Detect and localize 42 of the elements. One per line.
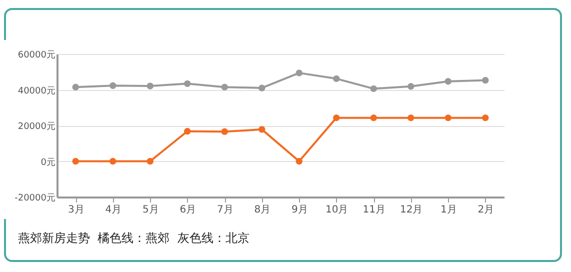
point xyxy=(296,70,302,76)
y-tick-label: 60000元 xyxy=(18,50,56,60)
point xyxy=(146,158,154,165)
point xyxy=(444,78,452,85)
point xyxy=(408,83,414,90)
point xyxy=(110,158,116,165)
point xyxy=(72,84,79,90)
x-tick-label: 8月 xyxy=(254,204,271,216)
point xyxy=(296,158,302,165)
point xyxy=(333,114,340,122)
y-tick-label: -20000元 xyxy=(14,192,56,204)
x-tick-label: 9月 xyxy=(291,204,308,216)
x-tick-label: 11月 xyxy=(362,204,386,216)
x-tick-label: 5月 xyxy=(142,204,159,216)
point xyxy=(444,114,452,122)
y-tick-label: 0元 xyxy=(40,156,56,168)
point xyxy=(184,128,191,135)
point xyxy=(110,82,116,89)
point xyxy=(258,84,266,92)
y-tick-label: 40000元 xyxy=(18,85,56,96)
x-tick-label: 3月 xyxy=(68,204,84,216)
x-tick-label: 10月 xyxy=(326,204,348,216)
point xyxy=(72,158,79,165)
point xyxy=(258,126,266,133)
x-tick-label: 7月 xyxy=(216,204,234,216)
point xyxy=(221,84,228,90)
point xyxy=(482,114,489,122)
x-tick-label: 2月 xyxy=(478,204,494,216)
x-tick-label: 12月 xyxy=(400,204,423,216)
point xyxy=(221,128,228,135)
y-tick-label: 20000元 xyxy=(18,121,56,132)
point xyxy=(482,76,489,84)
x-tick-label: 4月 xyxy=(105,204,122,216)
x-tick-label: 1月 xyxy=(440,204,457,216)
point xyxy=(370,114,377,122)
x-tick-label: 6月 xyxy=(180,204,196,216)
text: 燕郊新房走势 橘色线：燕郊 灰色线：北京 xyxy=(18,230,250,247)
point xyxy=(408,114,414,122)
point xyxy=(184,80,191,88)
point xyxy=(370,85,377,92)
point xyxy=(333,75,340,82)
point xyxy=(146,82,154,90)
